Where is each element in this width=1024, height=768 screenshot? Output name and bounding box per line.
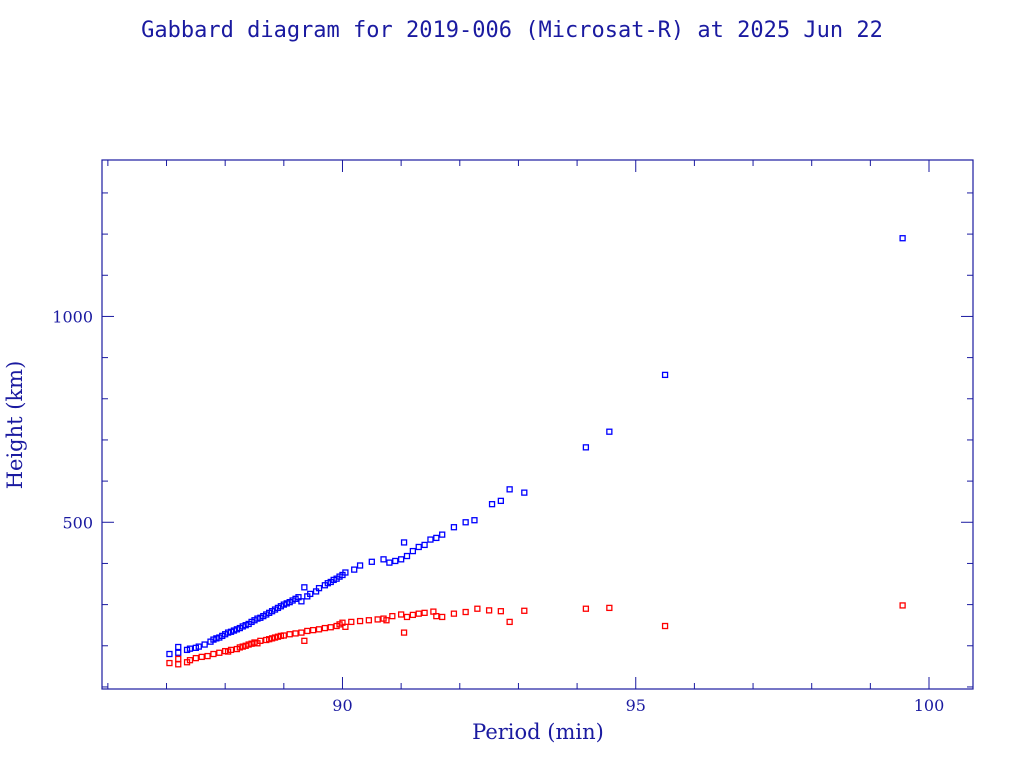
perigee-point bbox=[348, 618, 355, 626]
apogee-point bbox=[661, 371, 669, 379]
chart-title: Gabbard diagram for 2019-006 (Microsat-R… bbox=[141, 18, 883, 43]
apogee-point bbox=[201, 641, 208, 648]
apogee-point bbox=[462, 519, 469, 526]
y-tick-labels: 500 1000 bbox=[52, 307, 93, 532]
apogee-point bbox=[450, 524, 458, 531]
perigee-point bbox=[304, 627, 311, 635]
apogee-point bbox=[166, 650, 173, 658]
perigee-point bbox=[292, 630, 299, 637]
x-tick-label: 100 bbox=[914, 696, 945, 715]
apogee-point bbox=[356, 562, 364, 569]
perigee-point bbox=[389, 612, 396, 620]
perigee-point bbox=[327, 624, 334, 631]
apogee-point bbox=[195, 643, 202, 650]
apogee-point bbox=[521, 489, 528, 496]
perigee-point bbox=[415, 610, 422, 617]
apogee-point bbox=[315, 584, 323, 592]
perigee-point bbox=[286, 631, 293, 638]
perigee-point bbox=[421, 609, 428, 616]
perigee-point bbox=[301, 637, 308, 644]
apogee-point bbox=[488, 501, 496, 508]
data-points bbox=[166, 235, 906, 668]
x-axis-label: Period (min) bbox=[472, 720, 604, 744]
apogee-point bbox=[298, 598, 305, 605]
y-axis-label: Height (km) bbox=[3, 361, 27, 490]
perigee-point bbox=[474, 605, 481, 612]
perigee-point bbox=[400, 629, 408, 636]
apogee-point bbox=[427, 536, 434, 543]
apogee-point bbox=[397, 556, 405, 563]
apogee-point bbox=[400, 539, 408, 546]
apogee-point bbox=[175, 649, 182, 656]
perigee-point bbox=[166, 659, 173, 667]
apogee-point bbox=[386, 559, 393, 566]
apogee-point bbox=[471, 517, 478, 524]
apogee-point bbox=[307, 590, 314, 598]
perigee-point bbox=[397, 611, 405, 618]
perigee-point bbox=[175, 661, 182, 668]
perigee-point bbox=[198, 653, 205, 661]
apogee-point bbox=[497, 497, 504, 505]
perigee-point bbox=[192, 654, 199, 662]
apogee-point bbox=[899, 235, 906, 242]
perigee-point bbox=[462, 608, 469, 616]
perigee-point bbox=[356, 617, 364, 625]
perigee-point bbox=[310, 626, 317, 634]
perigee-point bbox=[175, 655, 182, 663]
x-tick-label: 90 bbox=[332, 696, 352, 715]
y-tick-label: 500 bbox=[62, 513, 93, 532]
apogee-point bbox=[368, 558, 375, 565]
perigee-point bbox=[216, 649, 223, 656]
perigee-point bbox=[383, 617, 390, 624]
x-tick-labels: 90 95 100 bbox=[332, 696, 944, 715]
perigee-point bbox=[485, 607, 493, 614]
axis-ticks bbox=[102, 160, 973, 689]
perigee-point bbox=[227, 646, 235, 654]
perigee-point bbox=[342, 623, 349, 630]
apogee-point bbox=[380, 556, 387, 563]
apogee-point bbox=[582, 444, 590, 451]
y-tick-label: 1000 bbox=[52, 307, 93, 326]
perigee-point bbox=[899, 602, 906, 609]
perigee-point bbox=[497, 608, 504, 615]
apogee-point bbox=[342, 569, 349, 576]
apogee-point bbox=[415, 543, 422, 551]
apogee-point bbox=[421, 541, 428, 549]
perigee-point bbox=[204, 652, 211, 660]
perigee-point bbox=[257, 637, 264, 644]
perigee-point bbox=[661, 622, 669, 630]
apogee-point bbox=[175, 643, 182, 651]
perigee-point bbox=[298, 629, 305, 636]
x-tick-label: 95 bbox=[626, 696, 646, 715]
perigee-point bbox=[210, 650, 217, 658]
apogee-point bbox=[606, 428, 613, 435]
perigee-point bbox=[506, 618, 513, 626]
apogee-point bbox=[301, 584, 308, 591]
perigee-point bbox=[365, 617, 373, 624]
perigee-point bbox=[450, 610, 458, 617]
perigee-point bbox=[403, 613, 411, 621]
perigee-point bbox=[374, 616, 381, 623]
plot-frame bbox=[101, 159, 974, 690]
apogee-point bbox=[409, 547, 417, 555]
perigee-point bbox=[321, 624, 329, 632]
perigee-point bbox=[433, 612, 440, 620]
apogee-point bbox=[433, 534, 440, 542]
perigee-point bbox=[582, 605, 590, 612]
apogee-point bbox=[403, 552, 411, 560]
apogee-point bbox=[392, 557, 399, 565]
perigee-point bbox=[606, 604, 613, 612]
apogee-point bbox=[439, 531, 446, 538]
perigee-point bbox=[186, 657, 194, 664]
apogee-point bbox=[351, 566, 358, 573]
perigee-point bbox=[521, 607, 528, 614]
perigee-point bbox=[280, 632, 287, 639]
apogee-point bbox=[186, 645, 194, 652]
perigee-point bbox=[315, 626, 323, 633]
perigee-point bbox=[439, 613, 446, 621]
perigee-point bbox=[409, 611, 417, 619]
apogee-point bbox=[506, 486, 513, 493]
